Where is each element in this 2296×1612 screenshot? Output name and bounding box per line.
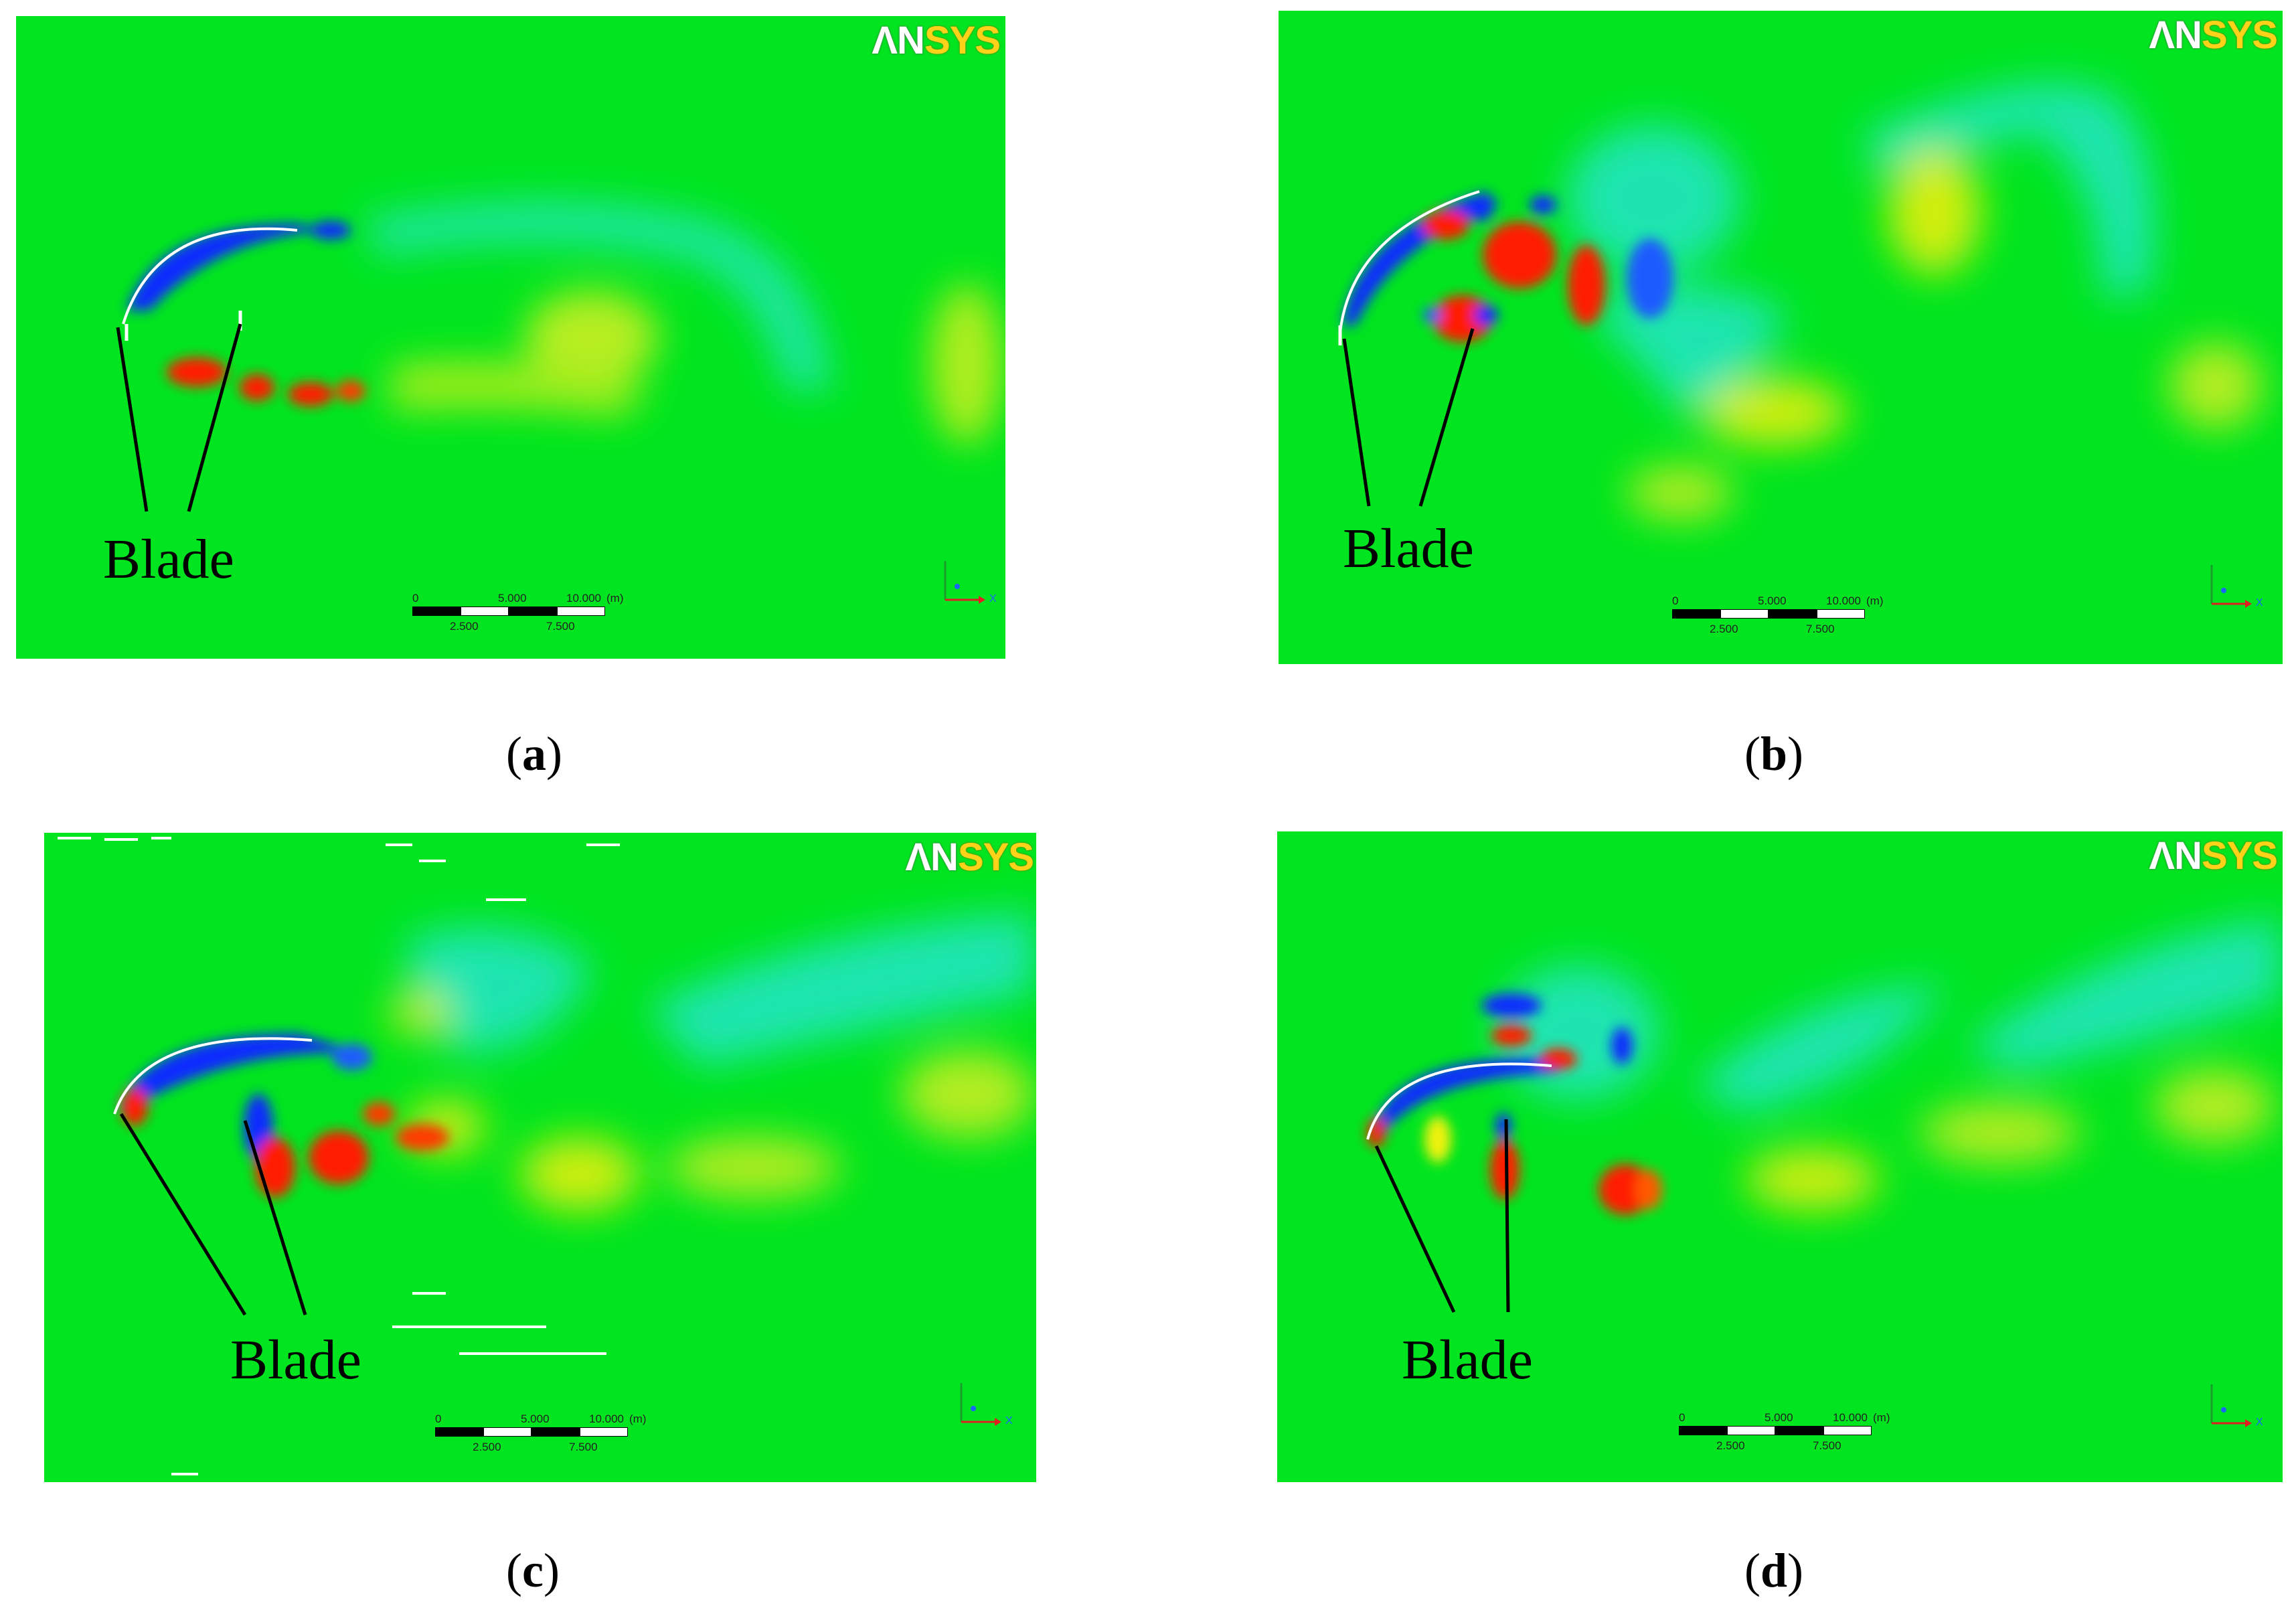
ansys-logo: ΛNSYS	[872, 19, 1001, 62]
axis-triad: X	[932, 552, 1005, 612]
scale-bar: 0 5.000 10.000 (m) 2.500 7.500	[1672, 594, 1883, 641]
scale-tick: 2.500	[1710, 623, 1738, 635]
scale-tick: 10.000	[589, 1413, 624, 1425]
scale-tick: 0	[435, 1413, 442, 1425]
scale-tick: 0	[1679, 1411, 1686, 1424]
scale-tick: 10.000	[1833, 1411, 1868, 1424]
blade-label: Blade	[1343, 517, 1474, 580]
contour-panel-a: ΛNSYS Blade 0 5.000 10.000 (m) 2.500 7.5…	[16, 16, 1005, 659]
axis-x-label: X	[1005, 1415, 1013, 1427]
blade-label: Blade	[103, 528, 234, 590]
scale-bar: 0 5.000 10.000 (m) 2.500 7.500	[1679, 1411, 1890, 1458]
scale-tick: 5.000	[521, 1413, 550, 1425]
scale-tick: 2.500	[450, 620, 479, 633]
scale-tick: 10.000	[566, 592, 601, 604]
ansys-logo: ΛNSYS	[905, 835, 1034, 879]
contour-panel-d: ΛNSYS Blade 0 5.000 10.000 (m) 2.500 7.5…	[1277, 831, 2283, 1482]
vorticity-field-a	[16, 16, 1005, 659]
contour-panel-b: ΛNSYS Blade 0 5.000 10.000 (m) 2.500 7.5…	[1279, 11, 2283, 664]
axis-triad: X	[2198, 556, 2272, 616]
caption-c: (c)	[506, 1544, 560, 1597]
scale-tick: 7.500	[1813, 1439, 1841, 1452]
scale-tick: 2.500	[473, 1441, 501, 1453]
caption-d: (d)	[1744, 1544, 1804, 1597]
scale-bar: 0 5.000 10.000 (m) 2.500 7.500	[435, 1413, 646, 1459]
scale-unit: (m)	[606, 592, 624, 604]
axis-triad: X	[948, 1374, 1021, 1434]
scale-unit: (m)	[1866, 594, 1884, 607]
axis-triad: X	[2198, 1375, 2272, 1435]
scale-tick: 10.000	[1826, 594, 1861, 607]
scale-unit: (m)	[629, 1413, 647, 1425]
axis-x-label: X	[2256, 1417, 2263, 1428]
scale-tick: 7.500	[569, 1441, 598, 1453]
ansys-logo: ΛNSYS	[2149, 834, 2278, 878]
caption-a: (a)	[506, 727, 562, 781]
caption-b: (b)	[1744, 727, 1804, 781]
scale-tick: 5.000	[1765, 1411, 1793, 1424]
contour-panel-c: ΛNSYS Blade 0 5.000 10.000 (m) 2.500 7.5…	[44, 833, 1036, 1482]
vorticity-field-c	[44, 833, 1036, 1482]
scale-unit: (m)	[1873, 1411, 1890, 1424]
vorticity-field-b	[1279, 11, 2283, 664]
blade-label: Blade	[1402, 1329, 1533, 1391]
scale-tick: 0	[412, 592, 419, 604]
blade-label: Blade	[230, 1329, 361, 1391]
vorticity-field-d	[1277, 831, 2283, 1482]
axis-x-label: X	[2256, 597, 2263, 609]
scale-tick: 7.500	[1806, 623, 1835, 635]
scale-tick: 7.500	[546, 620, 575, 633]
axis-x-label: X	[989, 593, 997, 604]
scale-tick: 2.500	[1716, 1439, 1745, 1452]
scale-tick: 5.000	[498, 592, 527, 604]
scale-bar: 0 5.000 10.000 (m) 2.500 7.500	[412, 592, 623, 639]
scale-tick: 5.000	[1758, 594, 1787, 607]
ansys-logo: ΛNSYS	[2149, 13, 2278, 57]
scale-tick: 0	[1672, 594, 1679, 607]
